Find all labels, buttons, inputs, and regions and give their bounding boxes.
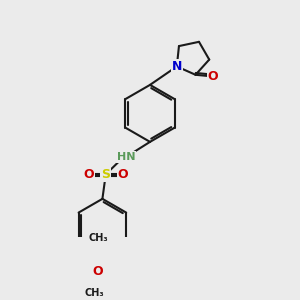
Text: HN: HN [117,152,135,162]
Text: O: O [118,168,128,181]
Text: O: O [92,265,103,278]
Text: N: N [172,60,182,73]
Text: O: O [83,168,94,181]
Text: CH₃: CH₃ [88,233,108,243]
Text: S: S [101,168,110,181]
Text: CH₃: CH₃ [84,288,104,298]
Text: O: O [208,70,218,83]
